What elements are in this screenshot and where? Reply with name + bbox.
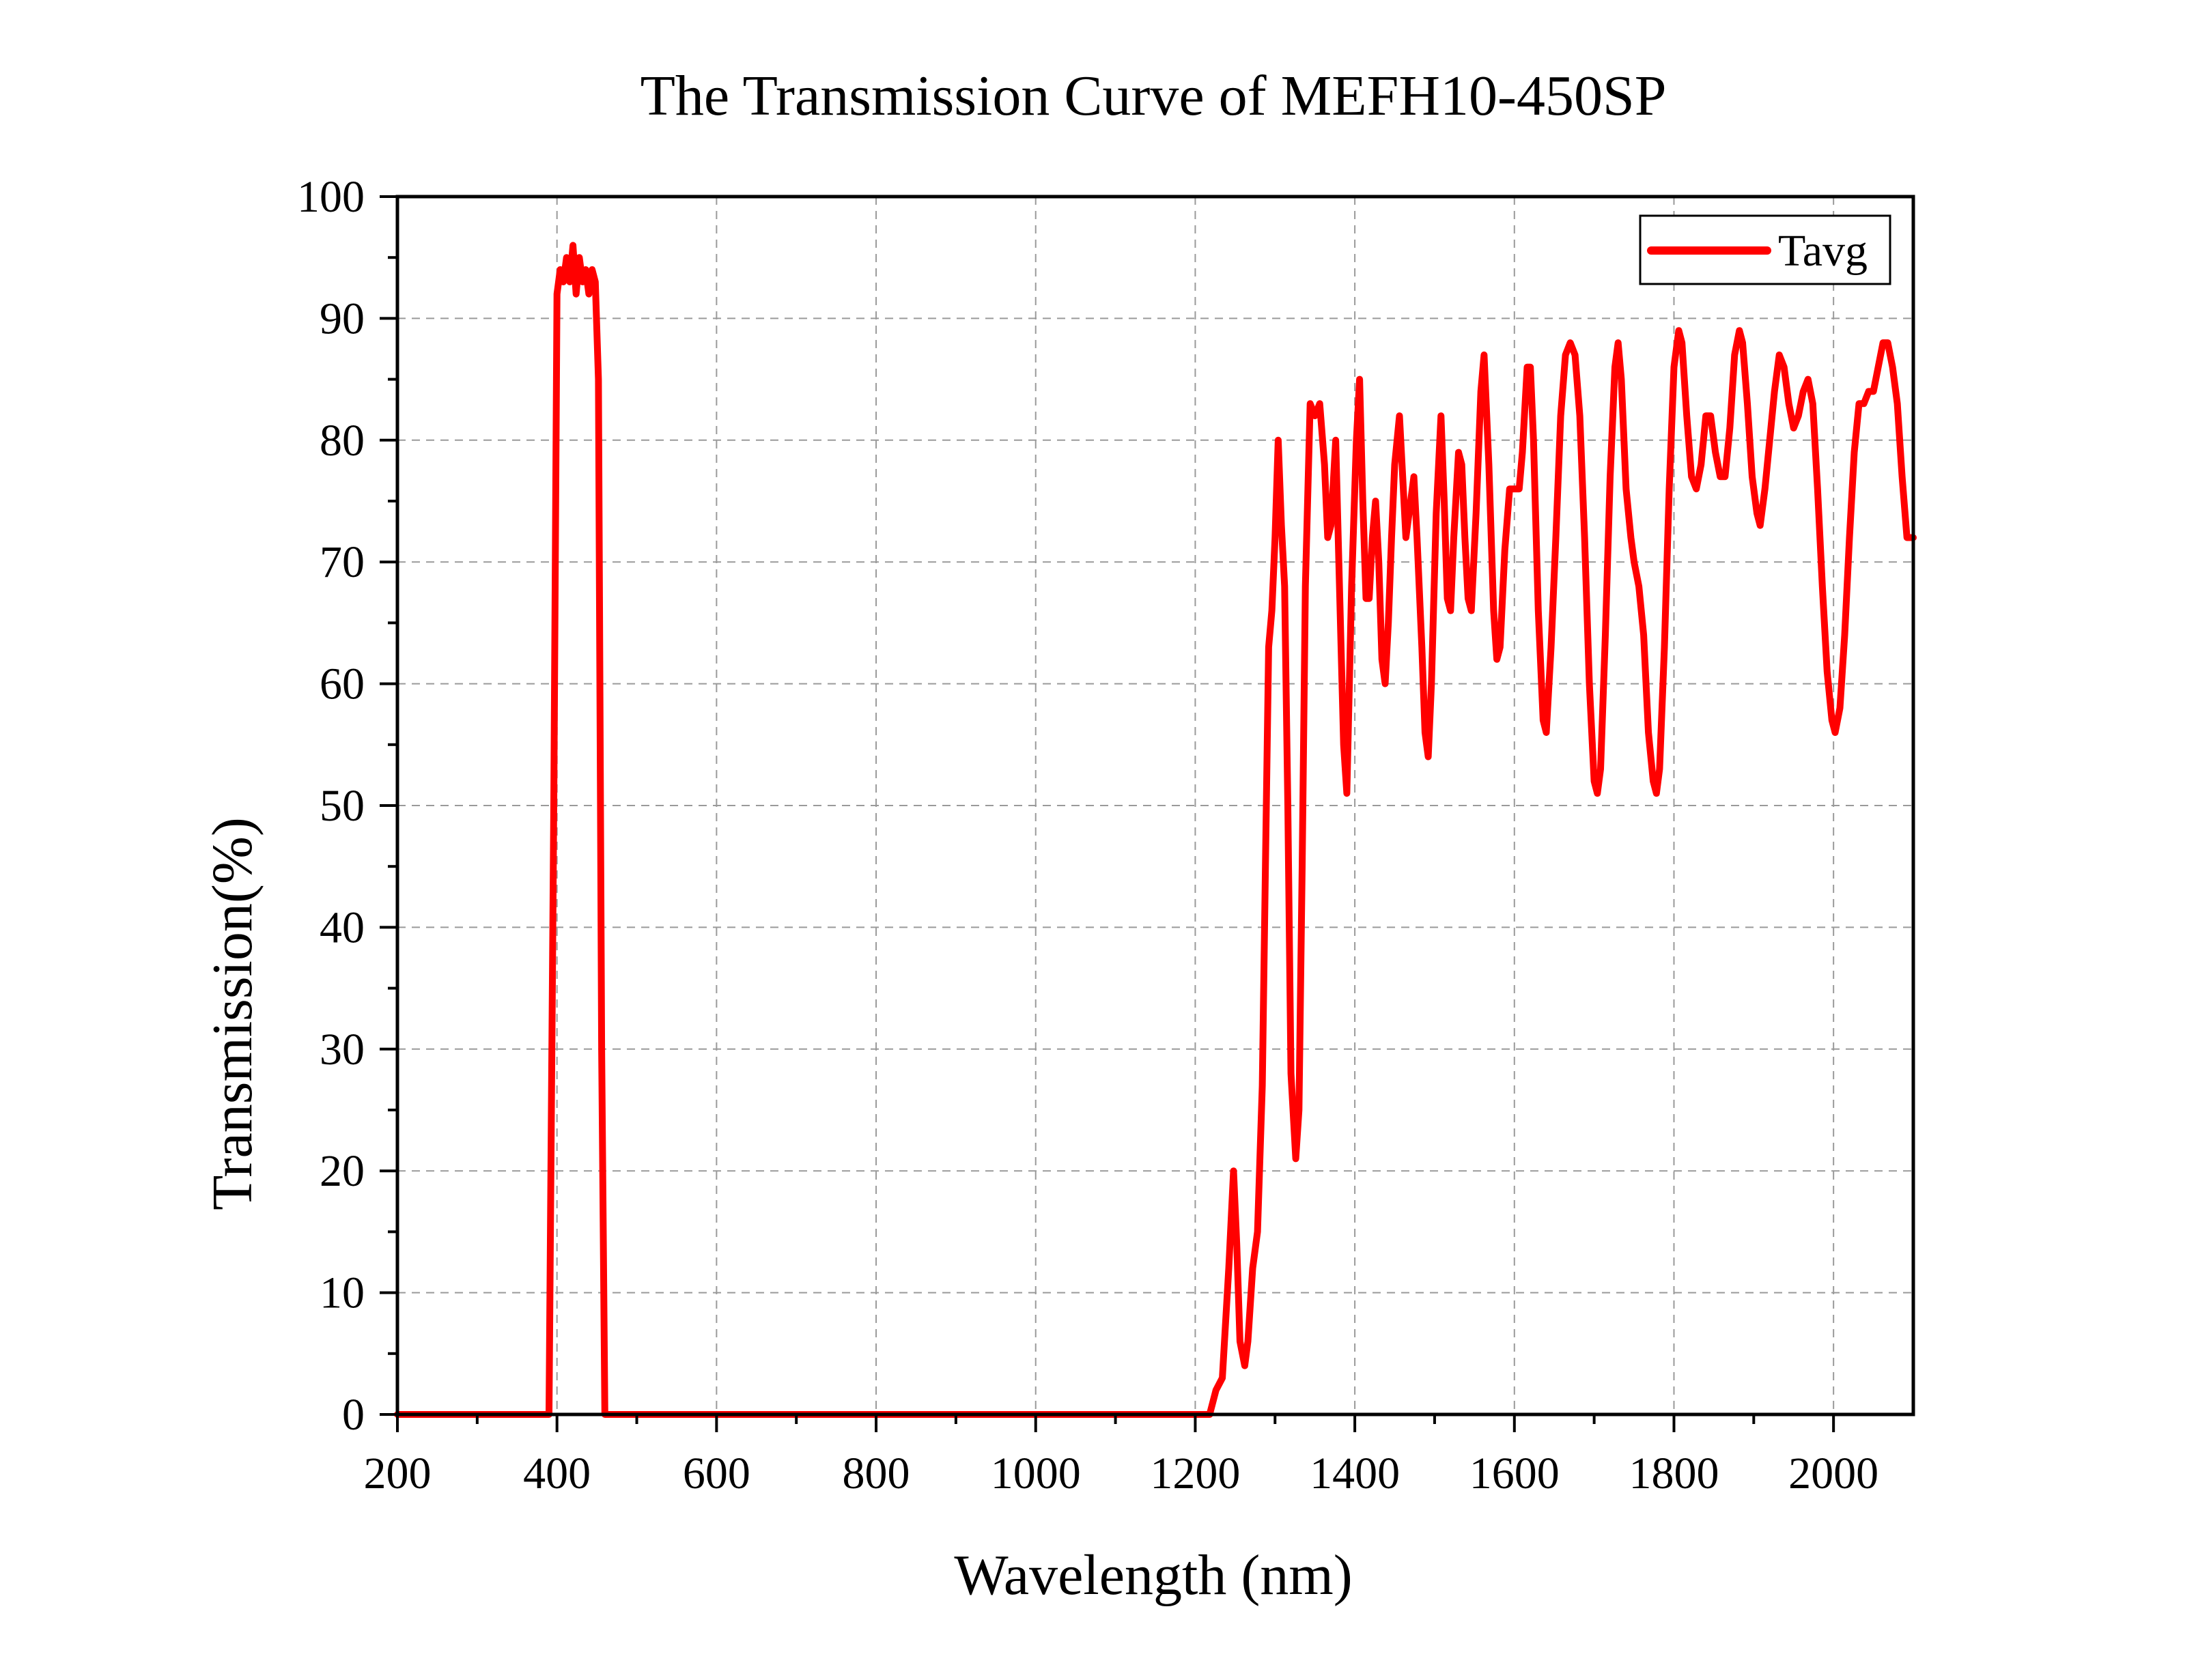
legend: Tavg: [1639, 214, 1891, 285]
legend-label-tavg: Tavg: [1778, 226, 1868, 276]
y-axis-label: Transmission(%): [201, 817, 264, 1210]
y-tick-label: 10: [320, 1268, 365, 1318]
grid-lines: [397, 197, 1913, 1414]
y-tick-label: 90: [320, 294, 365, 343]
x-tick-labels: 200 400 600 800 1000 1200 1400 1600 1800 2000: [364, 1449, 1879, 1498]
chart-title: The Transmission Curve of MEFH10-450SP: [640, 64, 1667, 128]
y-tick-label: 50: [320, 781, 365, 831]
x-tick-label: 400: [523, 1449, 591, 1498]
y-tick-label: 60: [320, 659, 365, 709]
y-tick-label: 30: [320, 1025, 365, 1074]
x-tick-label: 1200: [1150, 1449, 1240, 1498]
y-tick-labels: 0 10 20 30 40 50 60 70 80 90 100: [297, 172, 365, 1440]
series-layer: [394, 242, 1917, 1418]
x-tick-label: 1000: [991, 1449, 1081, 1498]
y-tick-label: 20: [320, 1146, 365, 1196]
y-tick-label: 100: [297, 172, 365, 222]
x-tick-label: 200: [364, 1449, 432, 1498]
y-tick-label: 40: [320, 902, 365, 952]
x-tick-label: 600: [683, 1449, 750, 1498]
x-tick-label: 1400: [1310, 1449, 1400, 1498]
x-tick-label: 1600: [1469, 1449, 1560, 1498]
y-tick-label: 0: [342, 1390, 365, 1440]
x-tick-label: 1800: [1629, 1449, 1719, 1498]
series-line-tavg: [394, 242, 1917, 1418]
x-axis-label: Wavelength (nm): [954, 1543, 1352, 1607]
x-tick-label: 2000: [1788, 1449, 1878, 1498]
y-tick-label: 80: [320, 416, 365, 466]
y-tick-label: 70: [320, 537, 365, 587]
axis-ticks: [380, 195, 1835, 1432]
x-tick-label: 800: [843, 1449, 910, 1498]
